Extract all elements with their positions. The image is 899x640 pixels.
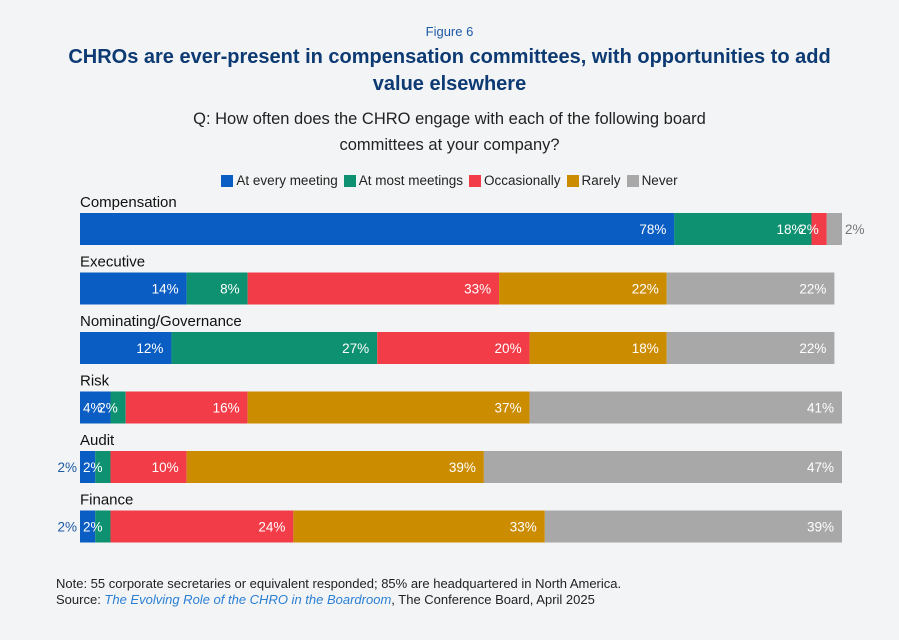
bar-segment <box>80 510 96 543</box>
data-label: 18% <box>776 222 803 237</box>
data-label: 24% <box>258 520 285 535</box>
data-label: 41% <box>807 401 834 416</box>
data-label: 27% <box>342 341 369 356</box>
data-label: 8% <box>220 282 240 297</box>
data-label: 2% <box>98 401 118 416</box>
bar-segment <box>293 510 545 543</box>
bar-segment <box>186 451 484 483</box>
category-label: Nominating/Governance <box>80 313 242 330</box>
legend-label: Never <box>641 173 678 188</box>
legend: At every meeting At most meetings Occasion… <box>0 173 899 190</box>
data-label: 47% <box>807 460 834 475</box>
chart-question: Q: How often does the CHRO engage with e… <box>193 110 706 154</box>
data-label: 2% <box>845 222 865 237</box>
bar-segment <box>80 451 96 483</box>
bar-segment <box>377 332 530 364</box>
data-label: 14% <box>152 282 179 297</box>
figure-label: Figure 6 <box>425 24 474 39</box>
bar-segment <box>826 213 842 245</box>
bar-segment <box>247 272 500 305</box>
bar-segment <box>666 332 835 364</box>
source-line: Source: The Evolving Role of the CHRO in… <box>56 592 621 608</box>
legend-label: At most meetings <box>358 173 464 188</box>
bar-segment <box>95 451 111 483</box>
bar-segment <box>666 272 835 305</box>
bar-segment <box>95 510 111 543</box>
bar-segment <box>483 451 842 483</box>
data-label: 22% <box>632 282 659 297</box>
bar-segment <box>110 391 126 424</box>
bar-segment <box>110 510 294 543</box>
bar-segment <box>80 332 172 364</box>
data-label: 20% <box>495 341 522 356</box>
data-label: 4% <box>83 401 103 416</box>
legend-label: Rarely <box>581 173 621 188</box>
bar-segment <box>80 272 187 305</box>
data-label: 78% <box>639 222 666 237</box>
legend-label: Occasionally <box>484 173 561 188</box>
category-label: Audit <box>80 432 115 449</box>
bar-segment <box>80 391 111 424</box>
data-label: 16% <box>213 401 240 416</box>
data-label: 18% <box>632 341 659 356</box>
legend-item: At every meeting <box>221 173 338 188</box>
bar-segment <box>110 451 187 483</box>
data-label: 2% <box>57 460 77 475</box>
data-label: 10% <box>152 460 179 475</box>
legend-item: At most meetings <box>343 173 464 188</box>
bar-segment <box>171 332 378 364</box>
bar-segment <box>247 391 530 424</box>
bar-segment <box>544 510 842 543</box>
bar-segment <box>811 213 827 245</box>
bar-segment <box>80 213 675 245</box>
footnote: Note: 55 corporate secretaries or equiva… <box>56 576 621 608</box>
bar-segment <box>529 332 667 364</box>
data-label: 22% <box>799 341 826 356</box>
note-text: Note: 55 corporate secretaries or equiva… <box>56 576 622 591</box>
data-label: 39% <box>449 460 476 475</box>
legend-label: At every meeting <box>236 173 338 188</box>
source-suffix: , The Conference Board, April 2025 <box>391 592 595 607</box>
bar-segment <box>186 272 248 305</box>
legend-item: Occasionally <box>469 173 561 188</box>
data-label: 39% <box>807 520 834 535</box>
source-link[interactable]: The Evolving Role of the CHRO in the Boa… <box>104 592 392 607</box>
legend-swatch <box>469 174 482 187</box>
category-label: Executive <box>80 254 145 271</box>
data-label: 2% <box>83 520 103 535</box>
legend-swatch <box>343 174 356 187</box>
source-prefix: Source: <box>56 592 105 607</box>
data-label: 37% <box>495 401 522 416</box>
bar-segment <box>499 272 667 305</box>
category-label: Finance <box>80 492 133 509</box>
category-label: Compensation <box>80 194 177 211</box>
legend-item: Never <box>626 173 678 188</box>
data-label: 2% <box>83 460 103 475</box>
legend-swatch <box>566 174 579 187</box>
data-label: 2% <box>799 222 819 237</box>
bar-segment <box>529 391 842 424</box>
data-label: 33% <box>510 520 537 535</box>
legend-item: Rarely <box>566 173 621 188</box>
data-label: 12% <box>136 341 163 356</box>
bar-segment <box>125 391 248 424</box>
legend-swatch <box>626 174 639 187</box>
category-label: Risk <box>80 373 110 390</box>
chart-title: CHROs are ever-present in compensation c… <box>68 46 831 95</box>
data-label: 22% <box>799 282 826 297</box>
data-label: 33% <box>464 282 491 297</box>
legend-swatch <box>221 174 234 187</box>
bar-segment <box>674 213 812 245</box>
data-label: 2% <box>57 520 77 535</box>
